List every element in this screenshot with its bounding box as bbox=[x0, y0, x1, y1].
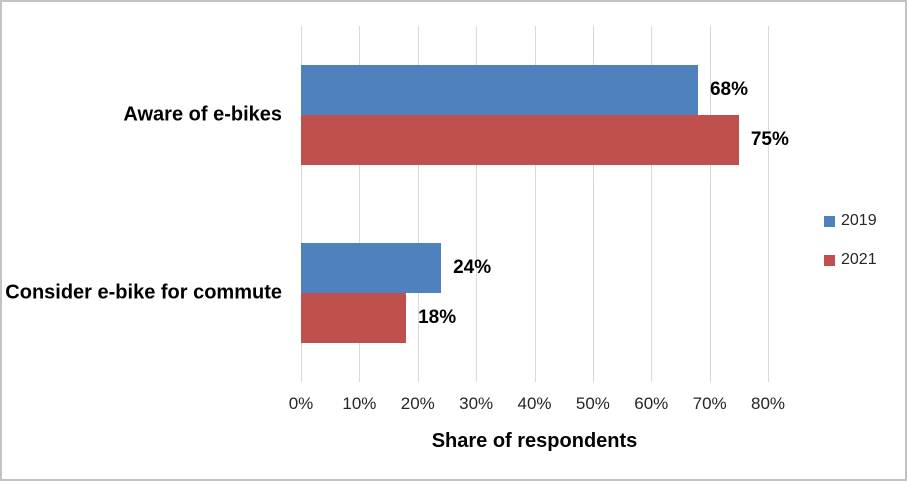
bar-2021-1 bbox=[301, 293, 407, 343]
bar-2021-0 bbox=[301, 115, 739, 165]
x-axis-title: Share of respondents bbox=[431, 430, 638, 452]
data-label: 24% bbox=[453, 257, 492, 278]
legend-label: 2019 bbox=[841, 212, 877, 229]
gridline bbox=[301, 26, 302, 382]
x-tick-label: 20% bbox=[400, 394, 435, 413]
legend-swatch-2019 bbox=[824, 215, 835, 227]
legend-item-2021: 2021 bbox=[824, 249, 877, 271]
x-tick-label: 70% bbox=[692, 394, 727, 413]
category-label: Aware of e-bikes bbox=[123, 103, 282, 126]
legend-item-2019: 2019 bbox=[824, 210, 877, 232]
x-tick-label: 80% bbox=[750, 394, 786, 413]
x-tick-label: 50% bbox=[575, 394, 610, 413]
gridline bbox=[359, 26, 361, 382]
data-label: 18% bbox=[418, 307, 457, 328]
x-tick-label: 60% bbox=[634, 394, 669, 413]
category-label: Consider e-bike for commute bbox=[5, 281, 282, 304]
gridline bbox=[651, 26, 653, 382]
legend-swatch-2021 bbox=[824, 254, 835, 266]
gridline bbox=[709, 26, 711, 382]
gridline bbox=[768, 26, 769, 382]
gridline bbox=[476, 26, 478, 382]
x-tick-label: 0% bbox=[288, 394, 314, 413]
bar-2019-0 bbox=[301, 65, 698, 115]
bar-2019-1 bbox=[301, 243, 442, 293]
gridline bbox=[592, 26, 594, 382]
x-tick-label: 40% bbox=[517, 394, 552, 413]
data-label: 68% bbox=[709, 79, 748, 100]
legend: 2019 2021 bbox=[824, 210, 877, 271]
data-label: 75% bbox=[750, 129, 789, 150]
gridline bbox=[534, 26, 536, 382]
gridline bbox=[417, 26, 419, 382]
legend-label: 2021 bbox=[841, 251, 877, 268]
x-tick-label: 30% bbox=[459, 394, 494, 413]
x-tick-label: 10% bbox=[342, 394, 377, 413]
plot-area: 68% 75% 24% 18% bbox=[301, 26, 789, 382]
